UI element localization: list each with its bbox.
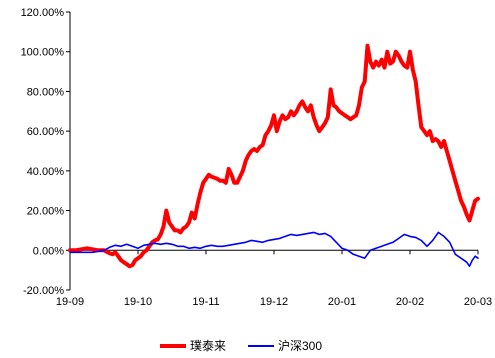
y-tick-label: 40.00% [27,166,65,178]
x-tick-label: 19-09 [56,296,84,308]
y-tick-label: -20.00% [23,285,64,297]
y-tick-label: 80.00% [27,86,65,98]
x-tick-label: 20-02 [396,296,424,308]
x-tick-label: 20-01 [328,296,356,308]
legend: 璞泰来 沪深300 [160,339,322,353]
y-axis: -20.00% 0.00% 20.00% 40.00% 60.00% 80.00% 100.… [21,7,71,297]
x-tick-label: 20-03 [464,296,492,308]
x-tick-label: 19-10 [124,296,152,308]
y-tick-label: 120.00% [21,7,65,19]
legend-label-0: 璞泰来 [190,339,226,353]
y-tick-label: 100.00% [21,47,65,59]
y-tick-label: 20.00% [27,206,65,218]
series-line-0 [68,43,480,269]
legend-label-1: 沪深300 [278,339,322,353]
series-lines [68,43,480,269]
x-tick-label: 19-11 [192,296,219,308]
x-axis: 19-09 19-10 19-11 19-12 20-01 20-02 20-03 [56,249,492,308]
y-tick-label: 60.00% [27,126,65,138]
x-tick-label: 19-12 [260,296,288,308]
series-line-1 [69,231,479,267]
y-tick-label: 0.00% [33,245,64,257]
